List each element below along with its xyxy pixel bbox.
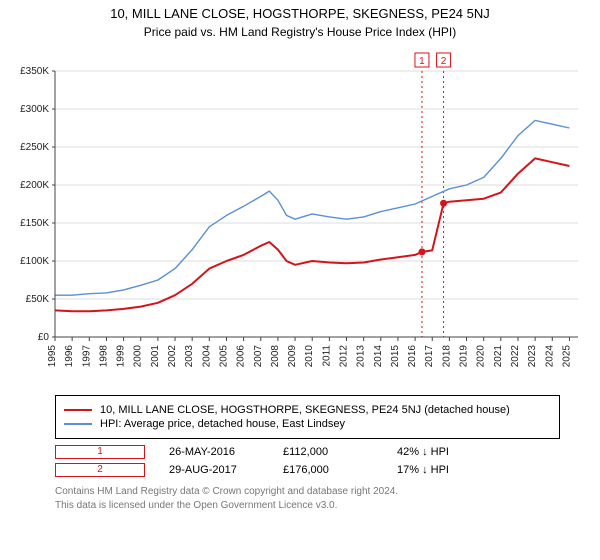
svg-text:2002: 2002 xyxy=(167,345,178,368)
event-row-1: 1 26-MAY-2016 £112,000 42% ↓ HPI xyxy=(55,445,560,459)
svg-text:1996: 1996 xyxy=(64,345,75,368)
svg-text:2: 2 xyxy=(441,56,447,67)
svg-text:2025: 2025 xyxy=(561,345,572,368)
svg-text:2018: 2018 xyxy=(441,345,452,368)
svg-text:2013: 2013 xyxy=(356,345,367,368)
svg-text:2017: 2017 xyxy=(424,345,435,368)
svg-text:£350K: £350K xyxy=(20,66,49,77)
chart-container: 10, MILL LANE CLOSE, HOGSTHORPE, SKEGNES… xyxy=(0,0,600,560)
svg-text:2020: 2020 xyxy=(476,345,487,368)
svg-text:2021: 2021 xyxy=(493,345,504,368)
svg-text:2022: 2022 xyxy=(510,345,521,368)
legend-item-hpi: HPI: Average price, detached house, East… xyxy=(64,418,551,430)
line-chart-svg: £0 £50K £100K £150K £200K £250K £300K £350K 1995… xyxy=(10,47,590,387)
chart-plot: £0 £50K £100K £150K £200K £250K £300K £350K 1995… xyxy=(10,47,590,387)
svg-text:2000: 2000 xyxy=(133,345,144,368)
svg-text:2007: 2007 xyxy=(253,345,264,368)
legend-swatch-property xyxy=(64,409,92,411)
svg-text:2010: 2010 xyxy=(304,345,315,368)
svg-text:1: 1 xyxy=(419,56,425,67)
svg-text:£250K: £250K xyxy=(20,142,49,153)
svg-text:2004: 2004 xyxy=(201,345,212,368)
event-marker-1: 1 xyxy=(55,445,145,459)
event-price-2: £176,000 xyxy=(283,464,373,476)
legend-swatch-hpi xyxy=(64,423,92,425)
svg-text:2016: 2016 xyxy=(407,345,418,368)
svg-text:£300K: £300K xyxy=(20,104,49,115)
footnote-line2: This data is licensed under the Open Gov… xyxy=(55,499,560,513)
legend-item-property: 10, MILL LANE CLOSE, HOGSTHORPE, SKEGNES… xyxy=(64,404,551,416)
svg-text:2009: 2009 xyxy=(287,345,298,368)
chart-title: 10, MILL LANE CLOSE, HOGSTHORPE, SKEGNES… xyxy=(0,0,600,21)
svg-text:2023: 2023 xyxy=(527,345,538,368)
event-delta-1: 42% ↓ HPI xyxy=(397,446,487,458)
chart-subtitle: Price paid vs. HM Land Registry's House … xyxy=(0,21,600,39)
svg-text:2014: 2014 xyxy=(373,345,384,368)
event-date-2: 29-AUG-2017 xyxy=(169,464,259,476)
svg-text:2005: 2005 xyxy=(218,345,229,368)
svg-text:1999: 1999 xyxy=(116,345,127,368)
event-price-1: £112,000 xyxy=(283,446,373,458)
svg-text:2001: 2001 xyxy=(150,345,161,368)
svg-text:2024: 2024 xyxy=(544,345,555,368)
svg-text:£0: £0 xyxy=(38,332,50,343)
legend-label-property: 10, MILL LANE CLOSE, HOGSTHORPE, SKEGNES… xyxy=(100,404,510,416)
svg-text:£150K: £150K xyxy=(20,218,49,229)
legend-label-hpi: HPI: Average price, detached house, East… xyxy=(100,418,345,430)
footnote: Contains HM Land Registry data © Crown c… xyxy=(55,485,560,512)
svg-text:1998: 1998 xyxy=(98,345,109,368)
svg-text:£100K: £100K xyxy=(20,256,49,267)
svg-text:2012: 2012 xyxy=(339,345,350,368)
svg-text:2011: 2011 xyxy=(321,345,332,367)
svg-text:£50K: £50K xyxy=(26,294,50,305)
event-marker-2: 2 xyxy=(55,463,145,477)
svg-text:2008: 2008 xyxy=(270,345,281,368)
svg-text:2006: 2006 xyxy=(236,345,247,368)
svg-text:2019: 2019 xyxy=(459,345,470,368)
svg-text:1997: 1997 xyxy=(81,345,92,368)
event-delta-2: 17% ↓ HPI xyxy=(397,464,487,476)
legend-box: 10, MILL LANE CLOSE, HOGSTHORPE, SKEGNES… xyxy=(55,395,560,439)
events-table: 1 26-MAY-2016 £112,000 42% ↓ HPI 2 29-AU… xyxy=(55,445,560,477)
svg-text:1995: 1995 xyxy=(47,345,58,368)
svg-text:2003: 2003 xyxy=(184,345,195,368)
svg-text:£200K: £200K xyxy=(20,180,49,191)
svg-text:2015: 2015 xyxy=(390,345,401,368)
event-date-1: 26-MAY-2016 xyxy=(169,446,259,458)
event-row-2: 2 29-AUG-2017 £176,000 17% ↓ HPI xyxy=(55,463,560,477)
footnote-line1: Contains HM Land Registry data © Crown c… xyxy=(55,485,560,499)
